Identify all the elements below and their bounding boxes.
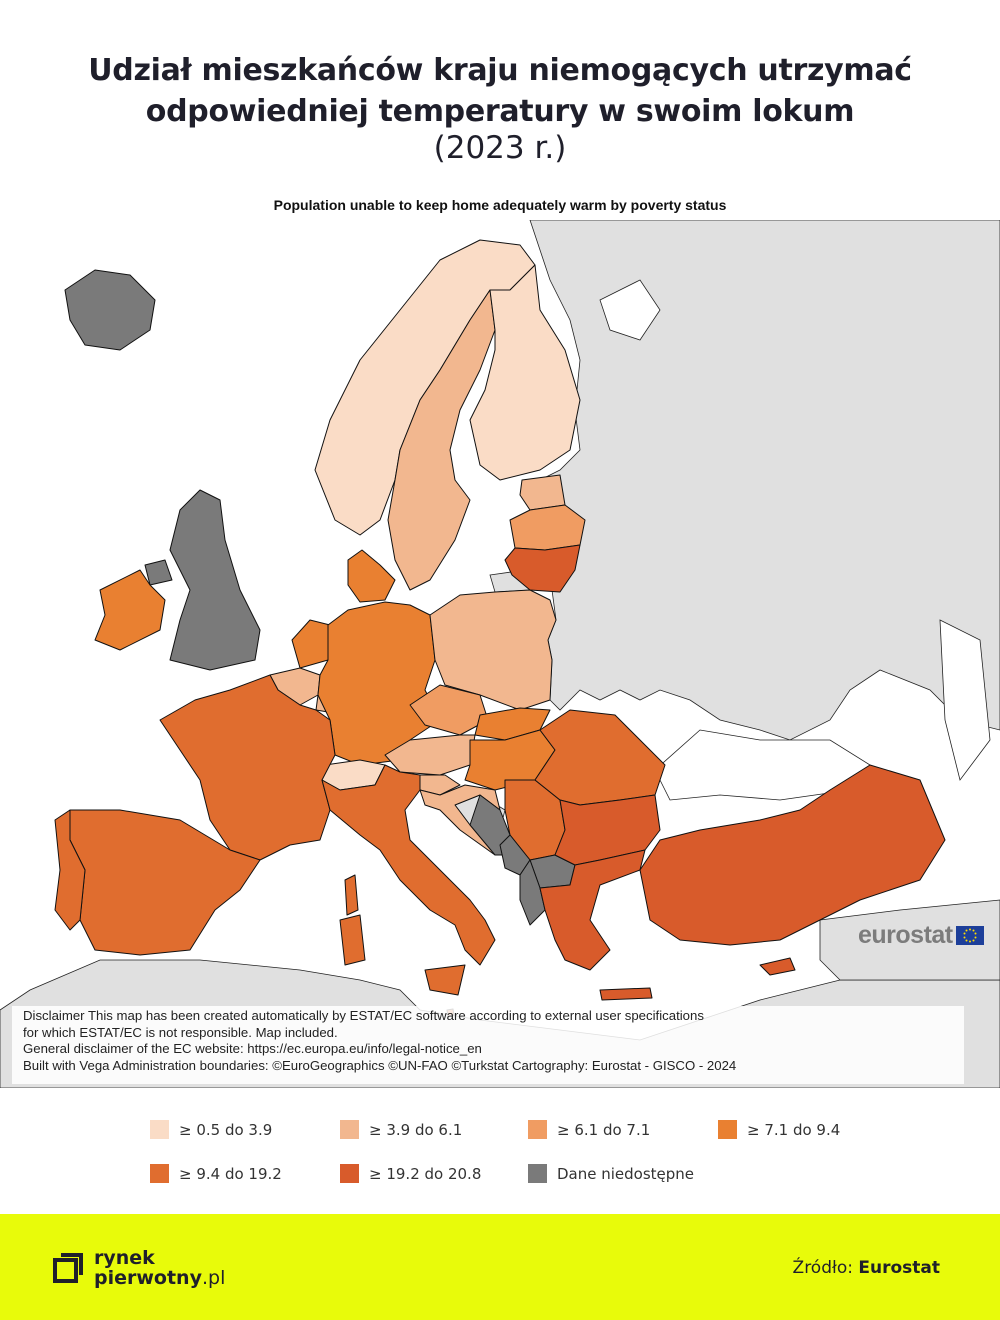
footer: rynek pierwotny.pl Źródło: Eurostat [0, 1214, 1000, 1320]
country-RO [534, 709, 666, 806]
land-middle-east [819, 899, 1000, 981]
brand-line-2-rest: .pl [201, 1267, 226, 1289]
legend-label-6: ≥ 19.2 do 20.8 [369, 1164, 482, 1183]
legend-swatch-7 [528, 1164, 547, 1183]
brand-line-1: rynek [94, 1247, 155, 1269]
legend-swatch-4 [718, 1120, 737, 1139]
land-white-sea [599, 279, 661, 341]
country-IT-sardinia [339, 914, 366, 966]
legend-label-7: Dane niedostępne [557, 1164, 695, 1183]
legend-label-1: ≥ 0.5 do 3.9 [179, 1120, 273, 1139]
disclaimer-line-1: Disclaimer This map has been created aut… [23, 1008, 704, 1023]
country-FR [159, 674, 336, 861]
legend-item-1: ≥ 0.5 do 3.9 [150, 1120, 272, 1139]
eurostat-logo-text: eurostat [858, 920, 953, 949]
legend-item-7: Dane niedostępne [528, 1164, 694, 1183]
map-title: Population unable to keep home adequatel… [273, 197, 727, 213]
land-russia-east [529, 220, 1000, 741]
legend-label-5: ≥ 9.4 do 19.2 [179, 1164, 282, 1183]
source-note: Źródło: Eurostat [793, 1258, 940, 1278]
legend-label-2: ≥ 3.9 do 6.1 [369, 1120, 463, 1139]
country-GR-crete [599, 987, 653, 1001]
map-disclaimer: Disclaimer This map has been created aut… [12, 1006, 964, 1084]
page-title-line-2: odpowiedniej temperatury w swoim lokum [145, 94, 855, 129]
brand-line-2-bold: pierwotny [94, 1267, 202, 1289]
country-BG [554, 794, 661, 866]
country-IT [321, 764, 496, 966]
brand-line-2: pierwotny.pl [94, 1268, 225, 1288]
legend-swatch-1 [150, 1120, 169, 1139]
country-IE [94, 569, 166, 651]
country-FI [469, 264, 581, 481]
source-value: Eurostat [858, 1258, 940, 1278]
disclaimer-line-3: General disclaimer of the EC website: ht… [23, 1041, 482, 1056]
page-title: Udział mieszkańców kraju niemogących utr… [0, 50, 1000, 132]
europe-map: eurostat Disclaimer This map has been cr… [0, 220, 1000, 1088]
country-IS [64, 269, 156, 351]
country-LV [509, 504, 586, 551]
country-SE [387, 289, 496, 591]
legend-item-6: ≥ 19.2 do 20.8 [340, 1164, 481, 1183]
country-NL [291, 619, 331, 669]
legend-swatch-3 [528, 1120, 547, 1139]
source-label: Źródło: [792, 1258, 853, 1278]
legend-item-3: ≥ 6.1 do 7.1 [528, 1120, 650, 1139]
legend: ≥ 0.5 do 3.9 ≥ 3.9 do 6.1 ≥ 6.1 do 7.1 ≥… [150, 1120, 910, 1190]
country-LT [504, 544, 581, 593]
country-UK [169, 489, 261, 671]
disclaimer-line-2: for which ESTAT/EC is not responsible. M… [23, 1024, 338, 1040]
eurostat-logo: eurostat [858, 920, 984, 950]
page-subtitle: (2023 r.) [433, 130, 567, 166]
map-svg [0, 220, 1000, 1088]
country-PL [429, 589, 557, 711]
page-title-line-1: Udział mieszkańców kraju niemogących utr… [88, 53, 912, 88]
brand-logo[interactable]: rynek pierwotny.pl [52, 1248, 225, 1288]
country-FR-corsica [344, 874, 359, 916]
legend-swatch-2 [340, 1120, 359, 1139]
country-IT-sicily [424, 964, 466, 996]
country-UK-NI [144, 559, 173, 586]
country-PT [54, 809, 86, 931]
disclaimer-line-4: Built with Vega Administration boundarie… [23, 1057, 737, 1073]
legend-swatch-5 [150, 1164, 169, 1183]
country-TR [639, 764, 946, 946]
land-caspian-sea [939, 619, 991, 781]
legend-item-2: ≥ 3.9 do 6.1 [340, 1120, 462, 1139]
eu-flag-icon [955, 925, 984, 945]
legend-swatch-6 [340, 1164, 359, 1183]
legend-label-4: ≥ 7.1 do 9.4 [747, 1120, 841, 1139]
country-EE [519, 474, 566, 511]
country-GR [539, 849, 646, 971]
countries [54, 239, 946, 1017]
country-DK [347, 549, 396, 603]
legend-item-5: ≥ 9.4 do 19.2 [150, 1164, 282, 1183]
legend-label-3: ≥ 6.1 do 7.1 [557, 1120, 651, 1139]
legend-item-4: ≥ 7.1 do 9.4 [718, 1120, 840, 1139]
brand-text: rynek pierwotny.pl [94, 1248, 225, 1288]
brand-mark-icon [53, 1253, 83, 1283]
country-CY [759, 957, 796, 976]
